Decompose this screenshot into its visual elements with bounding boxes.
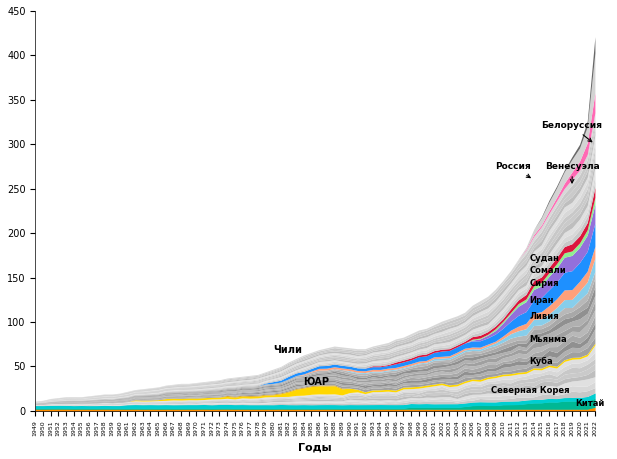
Text: Куба: Куба	[530, 357, 553, 366]
Text: Венесуэла: Венесуэла	[545, 162, 600, 183]
Text: Россия: Россия	[495, 162, 531, 178]
Text: Иран: Иран	[530, 296, 554, 305]
Text: Ливия: Ливия	[530, 312, 560, 321]
Text: ЮАР: ЮАР	[304, 377, 329, 387]
Text: Чили: Чили	[273, 346, 302, 355]
Text: Белоруссия: Белоруссия	[541, 121, 602, 142]
Text: Северная Корея: Северная Корея	[491, 386, 570, 395]
Text: Судан: Судан	[530, 253, 560, 263]
Text: Сомали: Сомали	[530, 266, 566, 275]
X-axis label: Годы: Годы	[298, 442, 332, 452]
Text: Сирия: Сирия	[530, 280, 560, 288]
Text: Мьянма: Мьянма	[530, 335, 568, 344]
Text: Китай: Китай	[576, 399, 605, 409]
